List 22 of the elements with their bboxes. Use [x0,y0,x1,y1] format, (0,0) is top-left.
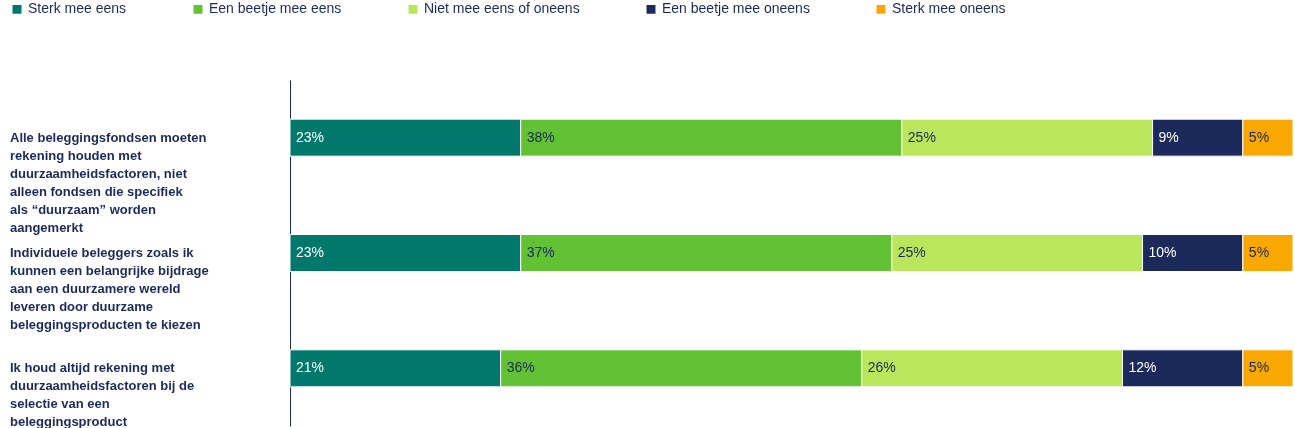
y-tick-label: Individuele beleggers zoals ik kunnen een belangrijke bijdrage aan een duurzamere wereld leveren door duurzame beleggingsproducten te kiezen [10,245,209,332]
data-label: 21% [296,359,325,376]
data-label: 25% [907,128,936,145]
data-label: 38% [526,128,555,145]
data-label: 5% [1248,244,1270,260]
data-label: 10% [1148,244,1177,260]
legend-label: Niet mee eens of oneens [424,0,580,17]
data-label: 9% [1158,128,1179,145]
data-label: 26% [867,359,896,376]
data-label: 23% [296,128,325,145]
data-label: 5% [1248,359,1270,376]
y-tick-label: Alle beleggingsfondsen moeten rekening houden met duurzaamheidsfactoren, niet alleen fondsen die specifiek als “duurzaam” worden aangemerkt [10,129,207,235]
legend-label: Sterk mee oneens [892,0,1006,17]
data-label: 12% [1128,359,1157,376]
data-label: 23% [296,244,325,260]
data-label: 36% [506,359,535,376]
data-label: 37% [526,244,555,260]
data-label: 5% [1248,128,1270,145]
data-label: 25% [897,244,926,260]
legend-label: Sterk mee eens [28,0,127,17]
legend-label: Een beetje mee oneens [662,0,810,17]
legend-label: Een beetje mee eens [209,0,342,17]
